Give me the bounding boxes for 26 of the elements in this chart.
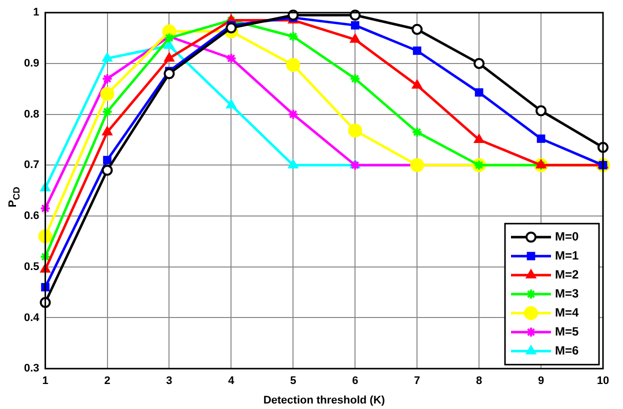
legend-label: M=6	[555, 343, 580, 358]
x-tick-label: 8	[476, 375, 482, 388]
legend-label: M=3	[555, 286, 580, 300]
legend-label: M=4	[555, 305, 580, 320]
y-tick-label: 0.9	[24, 57, 40, 70]
x-axis-title: Detection threshold (K)	[263, 394, 386, 406]
y-tick-label: 0.7	[24, 159, 40, 172]
x-tick-label: 9	[538, 375, 544, 388]
y-tick-label: 0.5	[24, 260, 40, 273]
legend-label: M=2	[555, 267, 580, 282]
x-tick-label: 10	[596, 375, 610, 388]
y-tick-label: 1	[33, 6, 40, 19]
x-tick-label: 4	[228, 375, 236, 388]
y-tick-label: 0.8	[24, 108, 40, 120]
x-tick-label: 6	[352, 375, 358, 388]
legend-label: M=5	[555, 324, 580, 338]
y-tick-label: 0.3	[24, 362, 40, 375]
y-tick-label: 0.4	[24, 312, 40, 324]
x-tick-label: 5	[290, 375, 296, 388]
x-tick-label: 3	[166, 375, 172, 388]
legend-label: M=1	[555, 248, 580, 262]
x-tick-label: 7	[414, 375, 420, 388]
legend-label: M=0	[555, 229, 580, 244]
y-tick-label: 0.6	[24, 210, 40, 222]
x-tick-label: 2	[104, 375, 110, 388]
x-tick-label: 1	[42, 375, 48, 388]
